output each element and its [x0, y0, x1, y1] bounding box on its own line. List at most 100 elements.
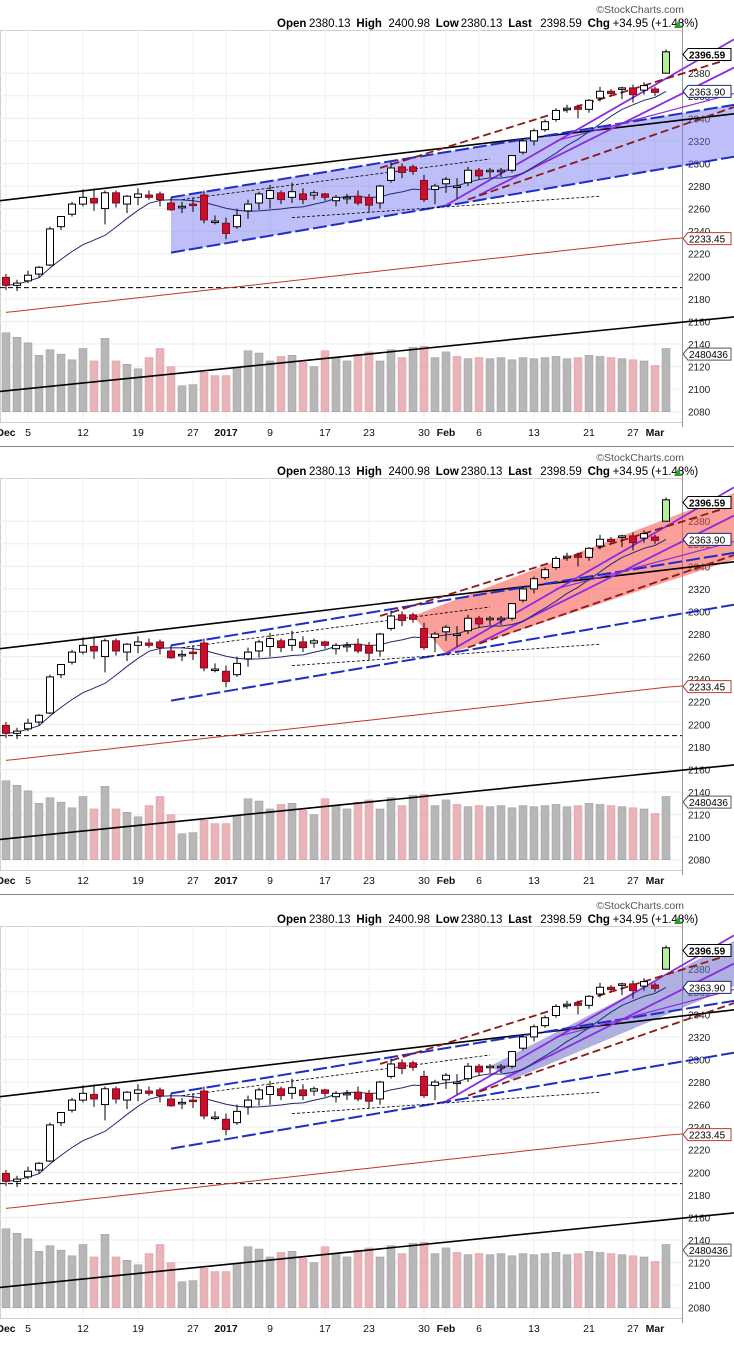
- x-tick-label: 27: [187, 427, 199, 439]
- candle-body: [167, 1098, 175, 1107]
- volume-bar: [452, 1252, 462, 1308]
- chg-label: Chg: [588, 466, 610, 478]
- x-tick-label: 9: [267, 427, 273, 439]
- x-tick-label: Dec: [0, 427, 16, 439]
- candle-body: [288, 191, 296, 198]
- volume-bar: [441, 799, 451, 860]
- open-label: Open: [277, 914, 306, 926]
- volume-bar: [23, 790, 33, 860]
- candle-body: [321, 1089, 329, 1094]
- candle-body: [431, 633, 439, 638]
- candle-body: [46, 1124, 54, 1162]
- x-tick-label: Mar: [646, 427, 665, 439]
- volume-bar: [287, 1251, 297, 1308]
- volume-bar: [188, 384, 198, 412]
- volume-bar: [540, 805, 550, 860]
- trendline-black-lower: [0, 1212, 734, 1289]
- volume-bar: [23, 1238, 33, 1308]
- volume-bar: [243, 798, 253, 860]
- candle-body: [398, 166, 406, 174]
- trendline-darkred-lower: [467, 1002, 734, 1097]
- volume-bar: [463, 1254, 473, 1308]
- open-value: 2380.13: [309, 466, 351, 478]
- candle-body: [420, 627, 428, 649]
- volume-bar: [375, 360, 385, 412]
- long-ma-tag: 2233.45: [689, 683, 726, 694]
- volume-bar: [606, 1253, 616, 1308]
- candle-body: [134, 1089, 142, 1094]
- candle-body: [486, 169, 494, 173]
- volume-bar: [1, 1228, 11, 1308]
- candle-body: [123, 1091, 131, 1101]
- y-tick-label: 2080: [688, 408, 711, 419]
- candle-body: [178, 653, 186, 657]
- dashed-thin-upper: [181, 1054, 491, 1096]
- volume-bar: [34, 1251, 44, 1308]
- trendline-darkred-lower: [467, 106, 734, 201]
- x-tick-label: 12: [77, 1323, 89, 1335]
- candle-body: [618, 983, 626, 986]
- candle-body: [376, 185, 384, 204]
- volume-bar: [419, 1242, 429, 1308]
- volume-bar: [628, 359, 638, 412]
- candle-body: [101, 192, 109, 210]
- candle-body: [200, 194, 208, 221]
- y-tick-label: 2220: [688, 1146, 711, 1157]
- candle-body: [607, 90, 615, 95]
- dashed-thin-lower: [291, 643, 601, 667]
- candle-body: [13, 1178, 21, 1182]
- open-label: Open: [277, 466, 306, 478]
- candle-body: [288, 1087, 296, 1094]
- x-tick-label: 2017: [214, 1323, 238, 1335]
- y-tick-label: 2280: [688, 1078, 711, 1089]
- candle-body: [266, 638, 274, 647]
- open-value: 2380.13: [309, 914, 351, 926]
- volume-bar: [155, 348, 165, 412]
- candle-body: [552, 109, 560, 120]
- last-price-tag: 2396.59: [689, 946, 726, 957]
- x-tick-label: Mar: [646, 1323, 665, 1335]
- volume-bar: [199, 819, 209, 860]
- y-tick-label: 2200: [688, 720, 711, 731]
- x-tick-label: 9: [267, 875, 273, 887]
- candle-body: [530, 130, 538, 142]
- volume-bar: [111, 360, 121, 412]
- long-moving-average: [5, 1133, 683, 1209]
- volume-bar: [309, 1262, 319, 1308]
- volume-bar: [584, 803, 594, 860]
- volume-tag: 2480436: [689, 350, 728, 361]
- candle-body: [596, 986, 604, 995]
- volume-bar: [353, 353, 363, 412]
- x-tick-label: 23: [363, 1323, 375, 1335]
- candle-body: [651, 536, 659, 541]
- volume-bar: [287, 355, 297, 412]
- y-tick-label: 2320: [688, 1033, 711, 1044]
- volume-bar: [496, 357, 506, 412]
- candle-body: [321, 193, 329, 198]
- candle-body: [607, 986, 615, 991]
- x-tick-label: 12: [77, 875, 89, 887]
- volume-bar: [584, 355, 594, 412]
- volume-bar: [100, 338, 110, 412]
- candle-body: [442, 1074, 450, 1081]
- x-tick-label: 23: [363, 427, 375, 439]
- y-tick-label: 2320: [688, 585, 711, 596]
- dashed-thin-upper: [181, 158, 491, 200]
- volume-bar: [67, 807, 77, 860]
- volume-bar: [639, 1256, 649, 1308]
- volume-bar: [540, 357, 550, 412]
- volume-bar: [573, 1253, 583, 1308]
- volume-bar: [166, 1262, 176, 1308]
- candle-body: [376, 1081, 384, 1100]
- x-tick-label: 19: [132, 1323, 144, 1335]
- volume-bar: [441, 1247, 451, 1308]
- candle-body: [79, 644, 87, 653]
- candle-body: [266, 1086, 274, 1095]
- dashed-thin-upper: [181, 606, 491, 648]
- candle-body: [244, 1099, 252, 1108]
- last-label: Last: [508, 914, 532, 926]
- volume-bar: [89, 1256, 99, 1308]
- candle-body: [310, 192, 318, 196]
- x-tick-label: 13: [528, 427, 540, 439]
- candle-body: [574, 1002, 582, 1006]
